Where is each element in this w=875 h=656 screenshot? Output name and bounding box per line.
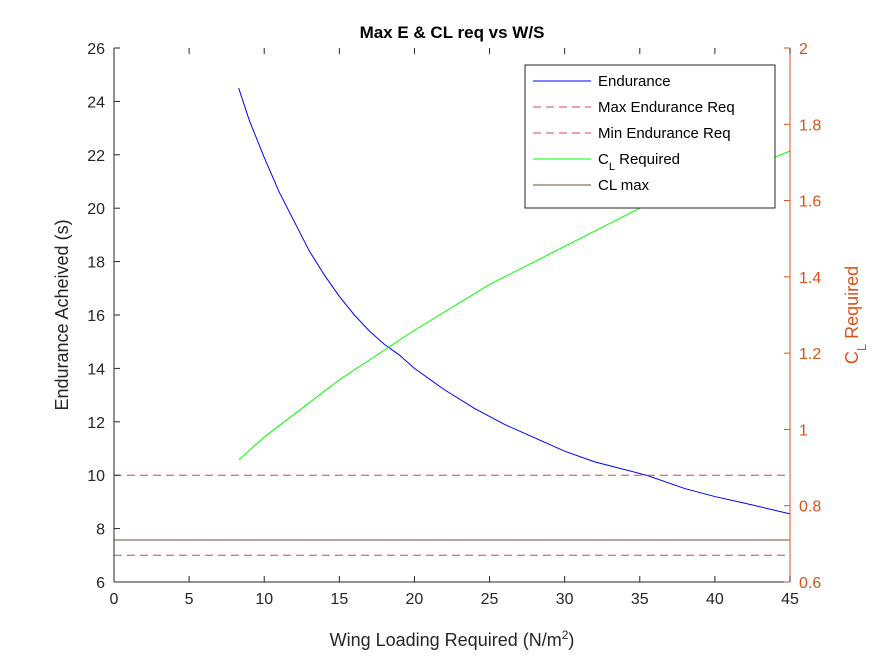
y-axis-right-label-sub: L (854, 344, 869, 351)
legend-label: Max Endurance Req (598, 99, 735, 116)
legend-label: CL max (598, 177, 650, 194)
x-tick-label: 40 (706, 591, 724, 608)
x-tick-label: 30 (556, 591, 574, 608)
x-tick-label: 15 (330, 591, 348, 608)
x-tick-label: 5 (185, 591, 194, 608)
y-right-tick-label: 1.2 (799, 346, 821, 363)
y-left-tick-label: 14 (87, 361, 105, 378)
y-left-tick-label: 12 (87, 415, 105, 432)
x-tick-label: 25 (481, 591, 499, 608)
x-axis-label-close: ) (568, 630, 574, 650)
y-axis-left-label: Endurance Acheived (s) (52, 219, 72, 410)
chart-title: Max E & CL req vs W/S (360, 23, 545, 42)
legend-label: Endurance (598, 73, 671, 90)
y-right-tick-label: 1.6 (799, 194, 821, 211)
y-left-tick-label: 6 (96, 575, 105, 592)
y-left-tick-label: 10 (87, 468, 105, 485)
legend-label: Min Endurance Req (598, 125, 731, 142)
y-right-tick-label: 1 (799, 422, 808, 439)
legend-label: CL Required (598, 151, 680, 173)
x-tick-label: 0 (110, 591, 119, 608)
y-axis-right-label-main: C (842, 351, 862, 364)
legend-label-sub: L (609, 161, 615, 173)
x-axis-label-sup: 2 (562, 628, 569, 642)
x-tick-label: 45 (781, 591, 799, 608)
y-left-tick-label: 22 (87, 148, 105, 165)
legend-box (524, 64, 776, 209)
y-right-tick-label: 0.6 (799, 575, 821, 592)
x-axis-label: Wing Loading Required (N/m2) (330, 628, 575, 650)
y-left-tick-label: 26 (87, 41, 105, 58)
y-right-tick-label: 1.8 (799, 117, 821, 134)
y-right-tick-label: 0.8 (799, 499, 821, 516)
y-left-tick-label: 18 (87, 255, 105, 272)
y-right-tick-label: 1.4 (799, 270, 821, 287)
series-line-1 (238, 87, 791, 515)
legend-label-rest: Required (615, 151, 680, 168)
y-axis-right-label-rest: Required (842, 266, 862, 344)
y-left-tick-label: 24 (87, 94, 105, 111)
x-axis-label-main: Wing Loading Required (N/m (330, 630, 562, 650)
y-left-tick-label: 20 (87, 201, 105, 218)
y-left-tick-label: 16 (87, 308, 105, 325)
y-left-tick-label: 8 (96, 522, 105, 539)
legend: Endurance Max Endurance Req Min Endurance … (524, 64, 776, 209)
legend-label-main: C (598, 151, 609, 168)
y-right-tick-label: 2 (799, 41, 808, 58)
x-tick-label: 20 (406, 591, 424, 608)
y-axis-right-label: CL Required (842, 266, 869, 364)
ticks-layer: 0 5 10 15 20 25 30 35 40 45681012141618202224260.… (87, 41, 821, 608)
x-tick-label: 35 (631, 591, 649, 608)
x-tick-label: 10 (255, 591, 273, 608)
